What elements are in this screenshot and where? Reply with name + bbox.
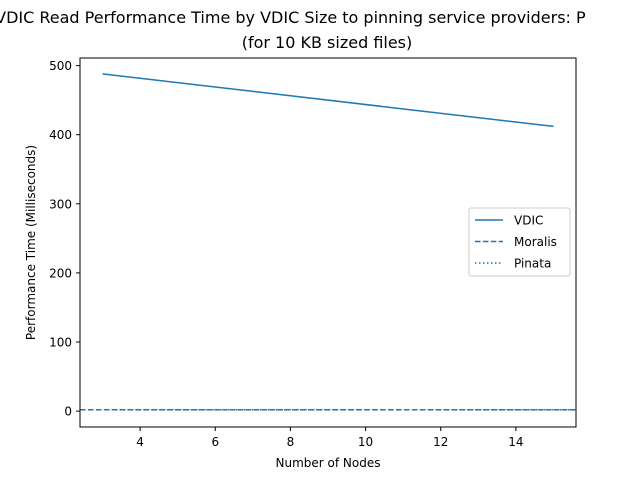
x-tick-label: 12 (433, 435, 448, 449)
chart-title: Average VDIC Read Performance Time by VD… (0, 8, 586, 27)
x-tick-label: 8 (287, 435, 295, 449)
x-tick-label: 6 (211, 435, 219, 449)
legend: VDIC Moralis Pinata (468, 207, 571, 277)
legend-label-pinata: Pinata (514, 257, 551, 271)
legend-label-moralis: Moralis (514, 235, 557, 249)
chart-subtitle: (for 10 KB sized files) (241, 33, 413, 52)
y-axis-label: Performance Time (Milliseconds) (24, 145, 38, 340)
y-tick-label: 400 (49, 128, 72, 142)
plot-frame (79, 57, 577, 428)
x-tick-label: 14 (508, 435, 523, 449)
series-line-vdic (102, 73, 554, 128)
x-tick-label: 4 (136, 435, 144, 449)
x-axis-label: Number of Nodes (276, 456, 381, 470)
y-tick-label: 300 (49, 197, 72, 211)
y-tick-label: 200 (49, 266, 72, 280)
y-tick-label: 500 (49, 59, 72, 73)
y-tick-label: 0 (64, 405, 72, 419)
legend-box (468, 207, 571, 277)
y-tick-label: 100 (49, 336, 72, 350)
x-tick-label: 10 (358, 435, 373, 449)
legend-label-vdic: VDIC (514, 214, 543, 228)
